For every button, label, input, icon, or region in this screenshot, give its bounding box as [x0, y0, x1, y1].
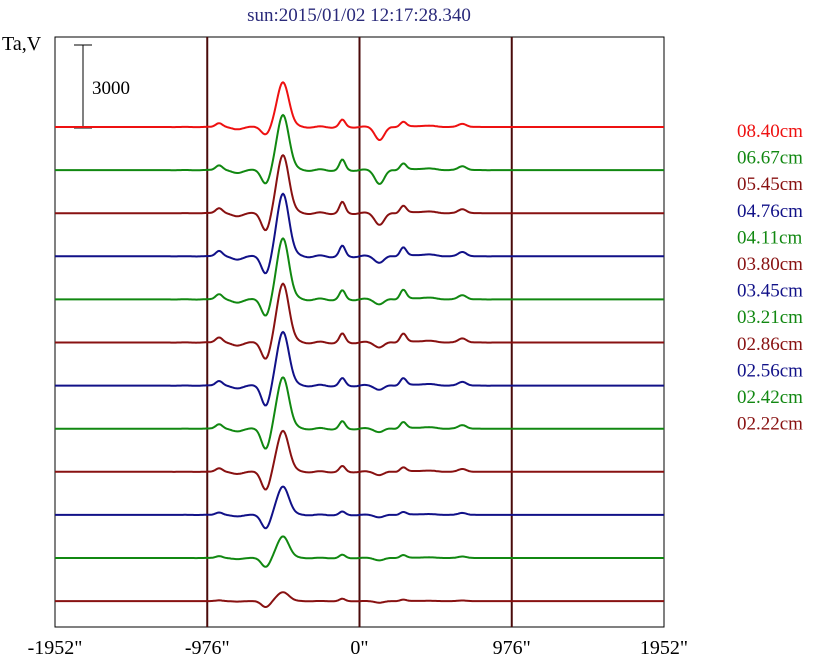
x-tick-label-2: 0"	[350, 637, 368, 659]
scale-bar: 3000	[74, 44, 130, 129]
series-group	[55, 81, 664, 608]
legend-entry-10: 02.42cm	[737, 387, 803, 408]
legend-entry-5: 03.80cm	[737, 254, 803, 275]
x-tick-labels: -1952" -976" 0" 976" 1952"	[28, 637, 689, 659]
vertical-reference-lines	[206, 37, 513, 627]
legend-entry-0: 08.40cm	[737, 121, 803, 142]
series-line-9	[55, 485, 664, 530]
x-tick-label-1: -976"	[185, 637, 230, 659]
series-line-2	[55, 153, 664, 232]
series-line-0	[55, 81, 664, 141]
legend-entry-11: 02.22cm	[737, 414, 803, 435]
legend-entry-9: 02.56cm	[737, 360, 803, 381]
series-line-11	[55, 591, 664, 608]
series-line-8	[55, 429, 664, 491]
legend-entry-8: 02.86cm	[737, 334, 803, 355]
series-line-6	[55, 330, 664, 407]
series-line-4	[55, 237, 664, 317]
legend-entry-6: 03.45cm	[737, 281, 803, 302]
legend-entry-3: 04.76cm	[737, 201, 803, 222]
x-tick-label-0: -1952"	[28, 637, 83, 659]
series-line-1	[55, 113, 664, 185]
legend-entry-4: 04.11cm	[737, 227, 802, 248]
legend: 08.40cm 06.67cm 05.45cm 04.76cm 04.11cm 03.80…	[737, 121, 803, 435]
x-tick-label-4: 1952"	[640, 637, 688, 659]
legend-entry-1: 06.67cm	[737, 148, 803, 169]
legend-entry-7: 03.21cm	[737, 307, 803, 328]
series-line-10	[55, 535, 664, 568]
scale-bar-label: 3000	[92, 78, 130, 99]
y-axis-label: Ta,V	[2, 33, 42, 55]
chart-title: sun:2015/01/02 12:17:28.340	[247, 5, 471, 26]
series-line-7	[55, 376, 664, 450]
series-line-5	[55, 282, 664, 360]
legend-entry-2: 05.45cm	[737, 174, 803, 195]
series-line-3	[55, 192, 664, 275]
x-tick-label-3: 976"	[493, 637, 531, 659]
